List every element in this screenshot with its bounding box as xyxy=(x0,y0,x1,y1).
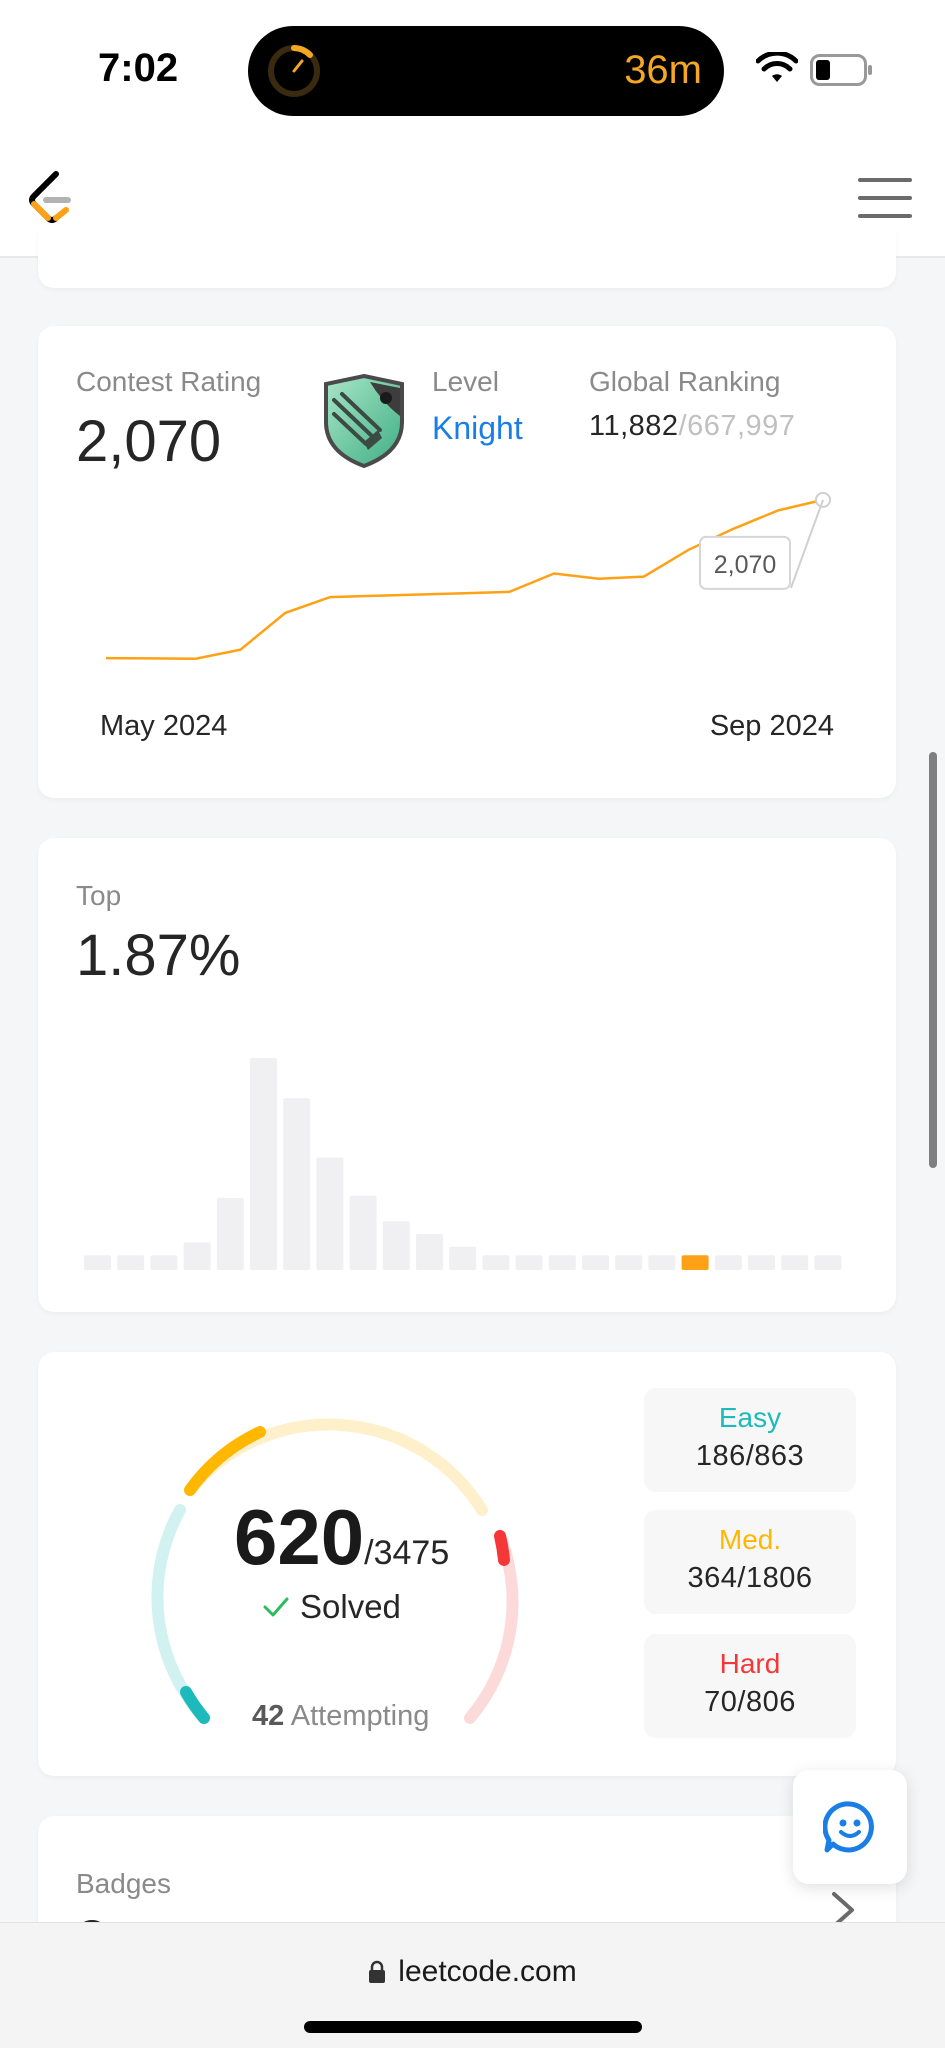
solved-label-text: Solved xyxy=(300,1588,401,1625)
histogram-bar[interactable] xyxy=(117,1255,145,1270)
timer-icon xyxy=(268,45,320,97)
rating-distribution-histogram[interactable] xyxy=(38,1008,896,1288)
histogram-bar[interactable] xyxy=(84,1255,111,1270)
solved-progress-gauge[interactable] xyxy=(148,1394,528,1734)
difficulty-medium-label: Med. xyxy=(718,1524,782,1555)
top-percentile-label: Top xyxy=(76,880,122,911)
rating-tooltip-text: 2,070 xyxy=(714,551,777,579)
lock-icon xyxy=(369,1960,386,1983)
browser-address-bar: leetcode.com xyxy=(0,1922,945,2048)
histogram-bar[interactable] xyxy=(316,1157,344,1270)
smiley-chat-icon xyxy=(823,1801,874,1853)
badges-label: Badges xyxy=(76,1868,171,1899)
level-label: Level xyxy=(432,366,499,397)
check-icon xyxy=(263,1597,289,1617)
histogram-bar[interactable] xyxy=(283,1098,311,1270)
rating-line-chart[interactable]: 2,070 xyxy=(38,486,896,686)
histogram-bar[interactable] xyxy=(814,1255,842,1270)
global-ranking-total: /667,997 xyxy=(678,410,796,442)
attempting-info: 42 Attempting xyxy=(252,1700,429,1733)
histogram-bar[interactable] xyxy=(250,1058,277,1270)
contest-rating-value: 2,070 xyxy=(76,409,222,474)
status-bar: 7:02 36m xyxy=(0,0,945,140)
histogram-bar[interactable] xyxy=(183,1242,211,1270)
global-ranking-value: 11,882/667,997 xyxy=(589,410,795,443)
histogram-bar[interactable] xyxy=(548,1255,576,1270)
histogram-bar[interactable] xyxy=(382,1221,410,1270)
chart-start-date: May 2024 xyxy=(100,710,228,742)
wifi-icon xyxy=(756,52,798,82)
histogram-bar[interactable] xyxy=(515,1255,543,1270)
difficulty-hard-value: 70/806 xyxy=(704,1686,796,1718)
url-text: leetcode.com xyxy=(398,1955,577,1988)
tooltip-connector xyxy=(790,499,824,589)
difficulty-easy-label: Easy xyxy=(718,1402,782,1433)
difficulty-medium-value: 364/1806 xyxy=(687,1562,813,1594)
contest-rating-label: Contest Rating xyxy=(76,366,262,397)
chevron-right-icon[interactable] xyxy=(828,1890,858,1930)
knight-shield-icon[interactable] xyxy=(320,372,408,470)
leetcode-logo-icon[interactable] xyxy=(26,170,76,228)
top-percentile-value: 1.87% xyxy=(76,923,241,988)
difficulty-medium[interactable]: Med. 364/1806 xyxy=(644,1510,856,1614)
histogram-bar[interactable] xyxy=(582,1255,609,1270)
home-indicator[interactable] xyxy=(304,2021,642,2033)
histogram-bar-current[interactable] xyxy=(681,1255,709,1270)
histogram-bar[interactable] xyxy=(449,1246,477,1270)
chart-end-date: Sep 2024 xyxy=(709,710,834,742)
histogram-bar[interactable] xyxy=(150,1255,178,1270)
feedback-chat-button[interactable] xyxy=(793,1770,907,1884)
previous-card xyxy=(38,230,896,288)
solved-total: /3475 xyxy=(364,1534,450,1572)
histogram-bar[interactable] xyxy=(349,1195,377,1270)
histogram-bar[interactable] xyxy=(748,1255,775,1270)
status-time: 7:02 xyxy=(98,46,179,90)
solved-count-number: 620 xyxy=(234,1493,365,1581)
global-ranking-label: Global Ranking xyxy=(589,366,781,397)
dynamic-island[interactable]: 36m xyxy=(248,26,724,116)
solved-count: 620/3475 xyxy=(234,1492,449,1583)
rating-last-point[interactable] xyxy=(815,491,831,508)
histogram-bar[interactable] xyxy=(714,1255,742,1270)
difficulty-easy-value: 186/863 xyxy=(695,1440,805,1472)
solved-problems-card: 620/3475 Solved 42 Attempting Easy 186/8… xyxy=(38,1352,896,1776)
rating-tooltip xyxy=(699,535,791,590)
histogram-bar[interactable] xyxy=(615,1255,643,1270)
solved-label: Solved xyxy=(262,1588,401,1626)
attempting-label: Attempting xyxy=(290,1700,430,1732)
level-value[interactable]: Knight xyxy=(432,410,523,446)
island-timer-text: 36m xyxy=(624,48,702,92)
contest-rating-card: Contest Rating 2,070 Level Knight Global… xyxy=(38,326,896,798)
difficulty-easy[interactable]: Easy 186/863 xyxy=(644,1388,856,1492)
top-percentile-card: Top 1.87% xyxy=(38,838,896,1312)
global-ranking-rank: 11,882 xyxy=(589,410,679,442)
histogram-bar[interactable] xyxy=(216,1197,244,1270)
battery-icon xyxy=(810,54,872,86)
histogram-bar[interactable] xyxy=(648,1255,676,1270)
hamburger-menu-icon[interactable] xyxy=(858,176,912,220)
attempting-count: 42 xyxy=(252,1700,285,1732)
histogram-bar[interactable] xyxy=(416,1234,443,1270)
histogram-bar[interactable] xyxy=(781,1255,809,1270)
url-field[interactable]: leetcode.com xyxy=(0,1955,945,1989)
page-scrollbar[interactable] xyxy=(929,752,937,1168)
difficulty-hard-label: Hard xyxy=(719,1648,781,1679)
histogram-bar[interactable] xyxy=(482,1255,510,1270)
difficulty-hard[interactable]: Hard 70/806 xyxy=(644,1634,856,1738)
